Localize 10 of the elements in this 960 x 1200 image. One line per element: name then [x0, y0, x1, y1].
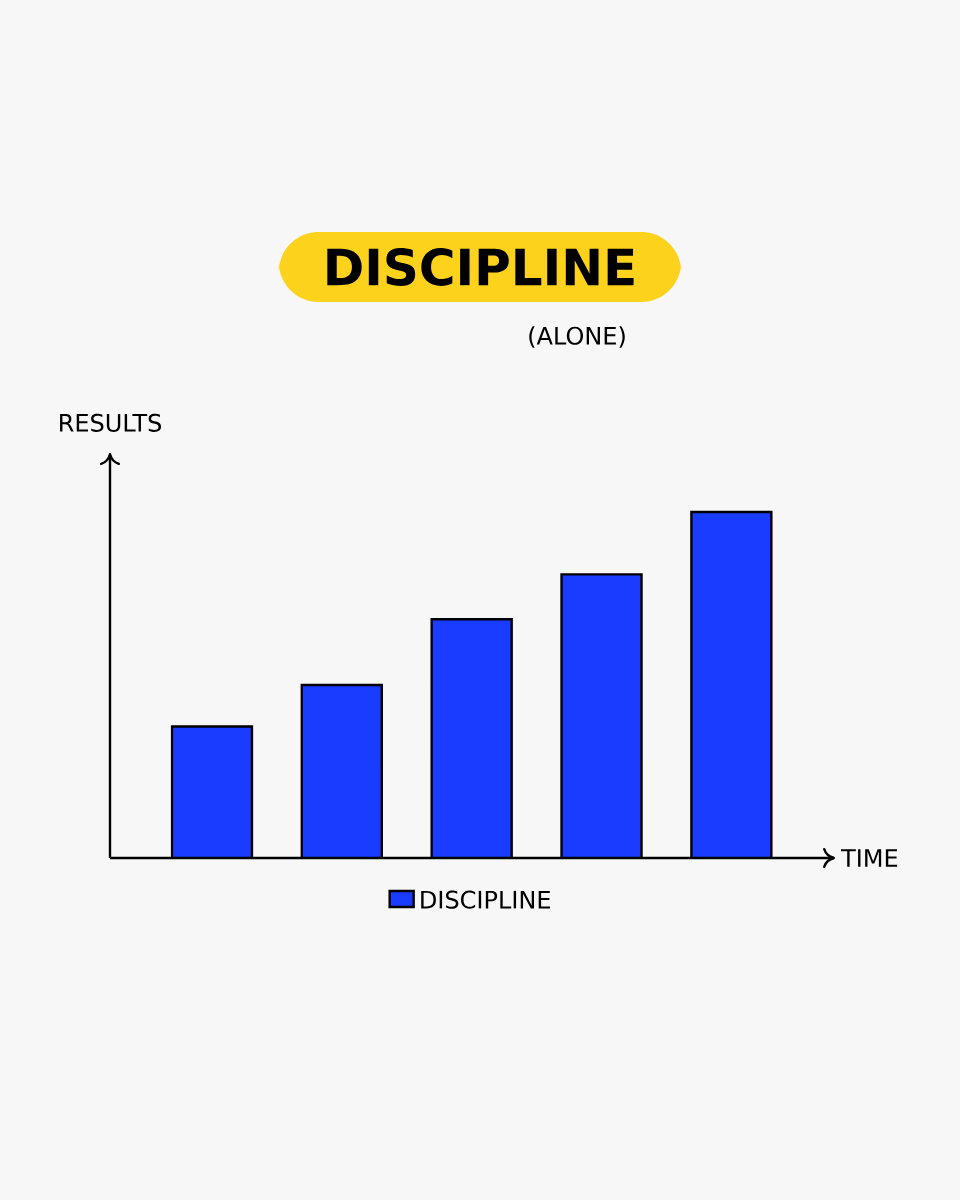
x-axis-title: TIME — [841, 849, 898, 867]
y-axis-title: RESULTS — [60, 413, 161, 432]
bar — [560, 573, 643, 858]
legend-label: DISCIPLINE — [421, 890, 550, 909]
chart-title: DISCIPLINE — [327, 248, 634, 286]
bar — [430, 618, 513, 858]
chart-subtitle: (ALONE) — [529, 326, 625, 348]
bar — [170, 725, 254, 858]
bar — [690, 510, 773, 858]
bar — [300, 683, 384, 858]
